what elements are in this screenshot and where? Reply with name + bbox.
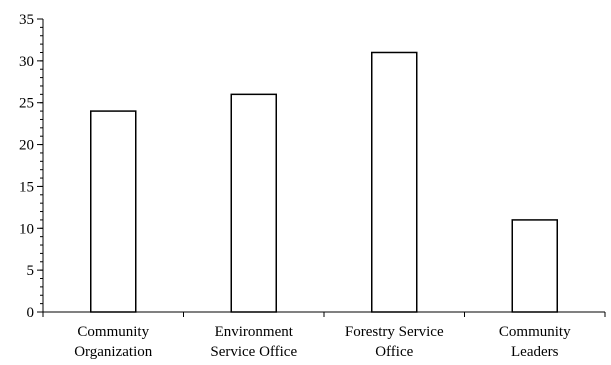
bar [371,51,418,313]
x-category-label: Environment [215,324,294,340]
y-tick-label: 5 [27,263,35,279]
y-tick-label: 30 [19,54,34,70]
y-tick-label: 25 [19,96,34,112]
bars [90,51,558,313]
y-tick-label: 15 [19,179,34,195]
x-category-label: Office [375,344,413,360]
y-axis: 0 5 10 15 20 25 30 35 [19,12,44,321]
x-category-label: Forestry Service [345,324,444,340]
y-tick-label: 20 [19,138,34,154]
y-tick-label: 35 [19,12,34,28]
x-category-label: Service Office [210,344,297,360]
y-tick-label: 10 [19,221,34,237]
x-axis [42,311,606,317]
x-category-label: Community [499,324,571,340]
category-labels: Community Organization Environment Service … [74,324,571,360]
bar [511,219,558,313]
y-tick-label: 0 [27,305,35,321]
bar [230,93,277,313]
bar [90,110,137,313]
x-category-label: Leaders [511,344,559,360]
x-category-label: Community [77,324,149,340]
x-category-label: Organization [74,344,153,360]
